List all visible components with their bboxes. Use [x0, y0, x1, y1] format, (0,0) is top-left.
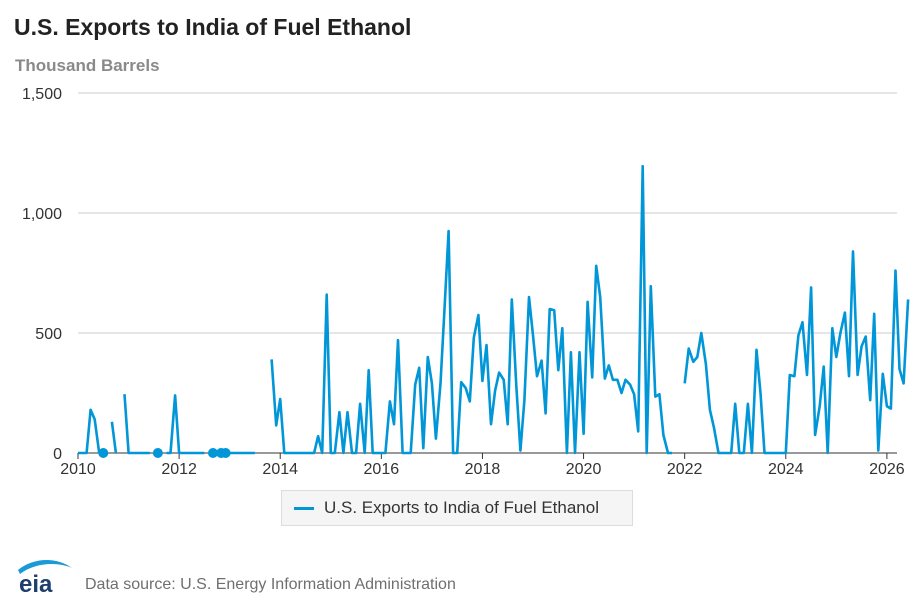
- legend[interactable]: U.S. Exports to India of Fuel Ethanol: [281, 490, 633, 526]
- y-axis-unit-label: Thousand Barrels: [15, 56, 160, 75]
- series-line-segment: [78, 408, 101, 455]
- eia-logo: eia: [18, 559, 72, 596]
- y-axis-ticks: 0 500 1,000 1,500: [22, 86, 62, 463]
- legend-swatch: [294, 506, 314, 510]
- data-point: [152, 448, 163, 458]
- series-line-segment: [110, 421, 118, 454]
- series-line-segment: [123, 394, 150, 455]
- gridlines: [78, 92, 897, 454]
- y-tick-label: 1,000: [22, 206, 62, 223]
- data-point: [220, 448, 231, 458]
- x-tick-label: 2026: [869, 461, 905, 478]
- data-point: [98, 448, 109, 458]
- x-tick-label: 2022: [667, 461, 703, 478]
- legend-label: U.S. Exports to India of Fuel Ethanol: [324, 498, 599, 517]
- footer: eia: [14, 556, 76, 596]
- svg-text:eia: eia: [19, 571, 53, 596]
- data-point: [207, 448, 218, 458]
- data-source-note: Data source: U.S. Energy Information Adm…: [85, 576, 456, 593]
- x-tick-label: 2016: [364, 461, 400, 478]
- chart-title: U.S. Exports to India of Fuel Ethanol: [14, 14, 412, 40]
- x-tick-label: 2018: [465, 461, 501, 478]
- y-tick-label: 500: [35, 326, 62, 343]
- x-tick-label: 2012: [161, 461, 197, 478]
- y-tick-label: 1,500: [22, 86, 62, 103]
- series-ethanol-exports: [78, 164, 910, 458]
- x-tick-label: 2014: [262, 461, 298, 478]
- x-tick-label: 2020: [566, 461, 602, 478]
- x-axis-ticks: 2010 2012 2014 2016 2018 2020 2022 2024 2026: [60, 453, 905, 478]
- y-tick-label: 0: [53, 446, 62, 463]
- series-line-segment: [270, 164, 672, 455]
- series-line-segment: [166, 394, 205, 455]
- x-tick-label: 2010: [60, 461, 96, 478]
- series-line-segment: [683, 250, 910, 455]
- x-tick-label: 2024: [768, 461, 804, 478]
